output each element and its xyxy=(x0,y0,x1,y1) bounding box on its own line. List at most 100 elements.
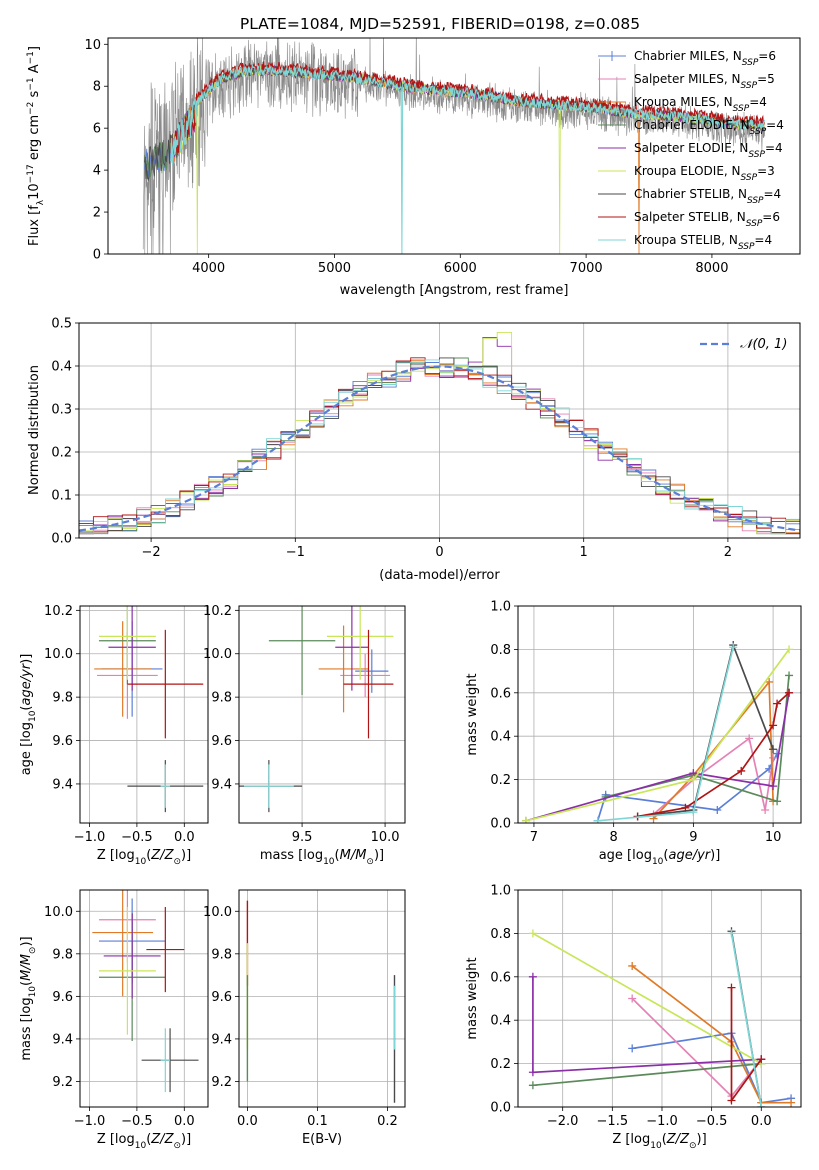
label-part: −1 xyxy=(26,51,36,64)
label-part: ⊙ xyxy=(173,1141,181,1151)
plus-marker xyxy=(769,745,778,754)
series-line xyxy=(532,1062,762,1087)
x-tick-label: 2 xyxy=(724,545,732,560)
legend-label: Kroupa MILES, NSSP=4 xyxy=(634,95,767,114)
plus-marker xyxy=(745,734,754,743)
label-part: ( xyxy=(662,1132,667,1147)
label-part: Kroupa MILES, N xyxy=(634,95,733,109)
label-part: )] xyxy=(19,654,34,664)
x-tick-label: 8000 xyxy=(695,261,728,276)
x-tick-label: 9.5 xyxy=(292,830,313,845)
y-tick-label: 0.0 xyxy=(51,532,72,547)
label-part: ( xyxy=(663,848,668,863)
axes-frame xyxy=(517,889,802,1108)
legend-label: Chabrier MILES, NSSP=6 xyxy=(634,49,776,68)
y-tick-label: 9.8 xyxy=(52,691,73,706)
label-part: )] xyxy=(181,1132,191,1147)
label-part: SSP xyxy=(750,127,767,137)
y-tick-label: 0 xyxy=(93,248,101,263)
legend-label: Salpeter ELODIE, NSSP=4 xyxy=(634,141,783,160)
label-part: M/M xyxy=(19,954,34,981)
label-part: ] xyxy=(27,46,42,51)
x-tick-label: −1 xyxy=(286,545,305,560)
label-part: )] xyxy=(710,848,720,863)
x-tick-label: 7 xyxy=(530,830,538,845)
series-line xyxy=(637,642,774,818)
label-part: Flux [f xyxy=(27,205,42,246)
plus-marker xyxy=(769,782,778,791)
label-part: SSP xyxy=(742,58,759,68)
model-spectrum-line xyxy=(170,63,765,254)
legend-label: Chabrier STELIB, NSSP=4 xyxy=(634,187,781,206)
label-part: Kroupa ELODIE, N xyxy=(634,164,741,178)
label-part: SSP xyxy=(741,81,758,91)
legend-label: Chabrier ELODIE, NSSP=4 xyxy=(634,118,784,137)
plus-marker xyxy=(729,643,738,652)
x-tick-label: 0.0 xyxy=(174,1114,195,1129)
x-axis-label: Z [log10(Z/Z⊙)] xyxy=(97,1132,191,1151)
plus-marker xyxy=(628,1044,637,1053)
label-part: 10 xyxy=(650,1141,662,1151)
label-part: SSP xyxy=(733,104,750,114)
x-tick-label: 5000 xyxy=(318,261,351,276)
plus-marker xyxy=(737,766,746,775)
plus-marker xyxy=(785,671,794,680)
legend-label: Kroupa STELIB, NSSP=4 xyxy=(634,233,772,252)
axes-frame xyxy=(238,605,406,824)
series-line xyxy=(525,692,790,822)
label-part: Salpeter STELIB, N xyxy=(634,210,746,224)
y-tick-label: 6 xyxy=(93,122,101,137)
label-part: =4 xyxy=(749,95,767,109)
plus-marker xyxy=(769,721,778,730)
y-tick-label: 9.4 xyxy=(52,777,73,792)
y-tick-label: 0.6 xyxy=(490,686,511,701)
label-part: =6 xyxy=(762,210,780,224)
x-axis-label: (data-model)/error xyxy=(379,568,500,583)
series-line xyxy=(632,1032,792,1104)
y-tick-label: 0.1 xyxy=(51,489,72,504)
label-part: −17 xyxy=(26,164,36,183)
label-part: 10 xyxy=(323,857,335,867)
label-part: =3 xyxy=(757,164,775,178)
y-tick-label: 10.0 xyxy=(203,905,232,920)
error-bars xyxy=(94,606,204,813)
y-tick-label: 9.6 xyxy=(52,734,73,749)
x-tick-label: −1.5 xyxy=(597,1114,629,1129)
x-tick-label: −1.0 xyxy=(74,1114,106,1129)
y-tick-label: 9.8 xyxy=(52,947,73,962)
label-part: 10 xyxy=(27,183,42,200)
plus-marker xyxy=(689,808,698,817)
label-part: age [log xyxy=(599,848,652,863)
y-tick-label: 9.6 xyxy=(211,990,232,1005)
y-tick-label: 0.8 xyxy=(490,643,511,658)
x-axis-label: age [log10(age/yr)] xyxy=(599,848,721,867)
y-tick-label: 0.6 xyxy=(490,970,511,985)
plus-marker xyxy=(713,805,722,814)
label-part: SSP xyxy=(741,173,758,183)
label-part: λ xyxy=(36,199,46,205)
y-tick-label: 10 xyxy=(84,38,101,53)
series-line xyxy=(532,932,762,1065)
x-axis-label: E(B-V) xyxy=(302,1132,342,1147)
x-tick-label: −0.5 xyxy=(121,830,153,845)
y-axis-label: mass weight xyxy=(465,673,480,755)
age-vs-mass-panel: 9.5 10.0 9.4 9.6 9.8 10.0 10.2 mass [log10(M/M⊙… xyxy=(203,604,406,867)
label-part: =4 xyxy=(765,141,783,155)
y-tick-label: 0.5 xyxy=(51,317,72,332)
x-axis-label: wavelength [Angstrom, rest frame] xyxy=(340,283,569,298)
plus-marker xyxy=(769,753,778,762)
x-tick-label: 8 xyxy=(610,830,618,845)
legend-label: Salpeter STELIB, NSSP=6 xyxy=(634,210,780,229)
x-tick-label: 0.1 xyxy=(307,1114,328,1129)
plus-marker xyxy=(773,797,782,806)
x-tick-label: −1.0 xyxy=(646,1114,678,1129)
label-part: =4 xyxy=(764,187,782,201)
plus-marker xyxy=(727,983,736,992)
label-part: s xyxy=(27,90,42,101)
legend-label: Kroupa ELODIE, NSSP=3 xyxy=(634,164,775,183)
axes-frame xyxy=(107,37,801,255)
y-tick-label: 0.2 xyxy=(51,446,72,461)
x-axis-label: mass [log10(M/M⊙)] xyxy=(260,848,384,867)
